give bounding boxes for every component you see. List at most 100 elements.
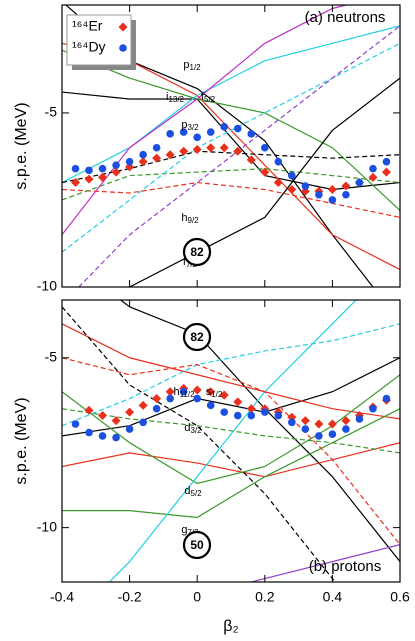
er-point (273, 178, 283, 188)
level-name: f (183, 256, 187, 268)
er-point (219, 390, 229, 400)
dy-point (85, 166, 93, 175)
level-curve (62, 91, 400, 191)
level-curve (62, 181, 400, 218)
level-curve (62, 408, 400, 519)
level-label: h11/2 (173, 386, 195, 399)
level-name: d (184, 485, 190, 497)
er-point (206, 143, 216, 153)
er-point (98, 172, 108, 182)
er-point (368, 172, 378, 182)
level-curve (62, 442, 400, 478)
er-point (125, 407, 135, 417)
level-curve (62, 49, 400, 211)
dy-point (179, 128, 188, 136)
er-point (233, 397, 243, 407)
er-point (179, 146, 189, 156)
er-point (71, 178, 81, 188)
y-tick-label: -5 (45, 348, 58, 364)
er-point (98, 411, 108, 421)
er-point (111, 167, 121, 177)
level-name: p (181, 119, 187, 131)
dy-point (274, 157, 283, 166)
dy-point (315, 432, 323, 440)
level-sub: 3/2 (191, 426, 203, 435)
magic-circle (182, 530, 212, 560)
er-point (192, 385, 202, 395)
level-name: h (173, 386, 179, 398)
level-label: p1/2 (183, 59, 201, 72)
magic-number: 82 (190, 245, 204, 259)
level-sub: 11/2 (180, 390, 196, 399)
level-name: i (166, 91, 168, 103)
level-sub: 1/2 (190, 63, 202, 72)
level-label: f5/2 (201, 91, 216, 104)
dy-point (315, 190, 323, 199)
er-point (246, 155, 256, 165)
x-tick-label: 0.4 (323, 589, 343, 605)
level-curve (62, 408, 400, 454)
level-curve (78, 25, 400, 287)
dy-point (112, 161, 120, 169)
x-axis-label: β₂ (223, 618, 238, 635)
dy-point (301, 425, 310, 433)
dy-point (98, 432, 107, 440)
dy-point (233, 411, 242, 420)
er-point (246, 404, 256, 414)
dy-point (261, 408, 269, 416)
legend-marker (118, 22, 128, 32)
er-point (327, 419, 337, 429)
er-point (138, 157, 148, 167)
plot-frame (61, 4, 401, 288)
level-name: p (183, 59, 189, 71)
level-label: p3/2 (181, 119, 199, 132)
dy-point (342, 425, 350, 433)
dy-point (328, 196, 337, 204)
y-tick-label: -5 (45, 104, 58, 120)
er-point (165, 387, 175, 397)
dy-point (382, 394, 391, 403)
dy-point (152, 404, 161, 413)
dy-point (355, 415, 364, 423)
dy-point (220, 123, 229, 131)
dy-point (355, 178, 364, 187)
level-name: s (206, 386, 212, 398)
plot-area (62, 5, 400, 287)
dy-point (125, 425, 134, 433)
er-point (138, 400, 148, 410)
dy-point (369, 404, 377, 413)
er-point (84, 405, 94, 415)
dy-point (71, 164, 80, 173)
er-point (381, 167, 391, 177)
level-name: g (181, 524, 187, 536)
dy-point (220, 408, 229, 416)
x-tick-label: 0 (193, 589, 201, 605)
er-point (314, 419, 324, 429)
level-curve (62, 168, 400, 201)
level-label: d3/2 (184, 422, 202, 435)
er-point (152, 394, 162, 404)
er-point (233, 146, 243, 156)
x-tick-label: -0.4 (50, 589, 74, 605)
dy-point (288, 171, 296, 180)
dy-point (301, 182, 310, 190)
er-point (300, 416, 310, 426)
plot-area (62, 300, 400, 582)
legend-marker (119, 44, 127, 52)
er-point (192, 144, 202, 154)
er-point (206, 387, 216, 397)
er-point (219, 143, 229, 153)
level-curve (62, 374, 400, 485)
dy-point (98, 164, 107, 173)
er-point (84, 174, 94, 184)
dy-point (71, 420, 80, 428)
er-point (341, 416, 351, 426)
level-curve (62, 357, 400, 546)
dy-point (193, 394, 201, 403)
dy-point (261, 143, 269, 152)
level-label: i13/2 (166, 91, 185, 104)
er-point (341, 181, 351, 191)
level-curve (62, 25, 400, 184)
legend-box (66, 14, 132, 66)
x-tick-label: 0.2 (255, 589, 275, 605)
